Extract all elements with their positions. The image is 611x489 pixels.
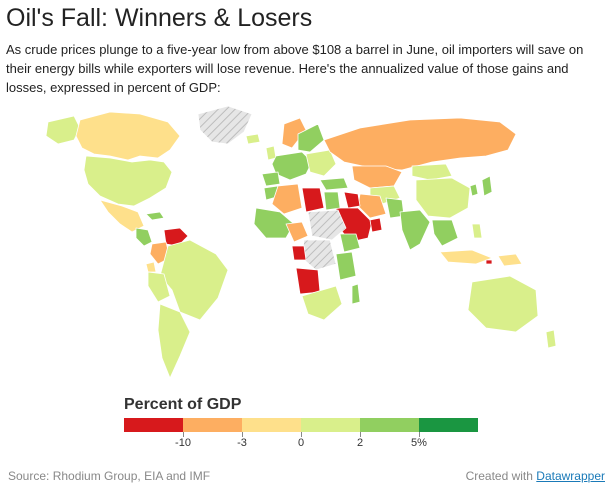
country-iceland[interactable]	[245, 133, 261, 145]
country-canada[interactable]	[75, 111, 181, 161]
country-indonesia[interactable]	[439, 249, 493, 265]
country-peru[interactable]	[147, 271, 171, 303]
world-map	[45, 105, 557, 379]
source-note: Source: Rhodium Group, EIA and IMF	[8, 469, 211, 483]
country-western-europe[interactable]	[271, 151, 313, 181]
country-angola[interactable]	[295, 267, 321, 295]
chart-description: As crude prices plunge to a five-year lo…	[6, 42, 584, 95]
country-philippines[interactable]	[471, 223, 483, 239]
country-iraq[interactable]	[343, 191, 361, 209]
country-west-africa[interactable]	[253, 207, 295, 239]
country-usa[interactable]	[83, 155, 173, 207]
legend-tick-mark	[360, 432, 361, 437]
legend-tick-label: 5%	[411, 437, 427, 449]
country-southern-africa[interactable]	[301, 285, 343, 321]
country-papua[interactable]	[497, 253, 523, 267]
country-egypt[interactable]	[323, 191, 341, 211]
country-turkey[interactable]	[319, 177, 349, 191]
country-ecuador[interactable]	[145, 261, 157, 273]
country-greenland[interactable]	[197, 105, 253, 145]
country-korea[interactable]	[469, 183, 479, 197]
country-alaska[interactable]	[45, 115, 81, 145]
legend-tick-label: 0	[297, 437, 305, 449]
country-mongolia[interactable]	[411, 163, 453, 181]
legend-bin-3	[301, 418, 360, 432]
country-eastern-europe[interactable]	[305, 149, 337, 177]
country-ethiopia[interactable]	[339, 233, 361, 253]
country-uk[interactable]	[265, 145, 277, 161]
country-japan[interactable]	[481, 175, 493, 197]
country-libya[interactable]	[301, 187, 325, 213]
country-nigeria[interactable]	[285, 221, 309, 243]
country-russia[interactable]	[323, 117, 517, 171]
country-china[interactable]	[415, 177, 471, 219]
country-cuba[interactable]	[145, 211, 165, 221]
country-india[interactable]	[399, 209, 431, 251]
legend-bin-1	[183, 418, 242, 432]
legend-tick-label: 2	[356, 437, 364, 449]
country-brunei[interactable]	[485, 259, 493, 265]
legend-title: Percent of GDP	[124, 396, 242, 413]
country-sweden-finland[interactable]	[297, 123, 325, 153]
country-southeast-asia[interactable]	[431, 219, 459, 247]
country-argentina-chile[interactable]	[157, 303, 191, 379]
legend-tick-label: -3	[237, 437, 247, 449]
legend-color-scale	[124, 418, 478, 432]
country-algeria[interactable]	[271, 183, 303, 215]
credit: Created with Datawrapper	[466, 469, 605, 483]
country-central-africa[interactable]	[301, 239, 337, 271]
legend-tick-label: -10	[175, 437, 191, 449]
legend-bin-0	[124, 418, 183, 432]
country-madagascar[interactable]	[351, 283, 361, 305]
country-east-africa[interactable]	[335, 251, 357, 281]
country-spain[interactable]	[261, 171, 281, 187]
legend-tick-mark	[242, 432, 243, 437]
datawrapper-link[interactable]: Datawrapper	[536, 469, 605, 483]
legend-bin-5	[419, 418, 478, 432]
legend-bin-2	[242, 418, 301, 432]
country-gulf-states[interactable]	[369, 217, 383, 233]
legend-bin-4	[360, 418, 419, 432]
legend-tick-mark	[301, 432, 302, 437]
country-central-america[interactable]	[135, 227, 153, 247]
country-new-zealand[interactable]	[545, 329, 557, 349]
country-kazakhstan[interactable]	[351, 165, 403, 189]
credit-text: Created with	[465, 469, 533, 483]
chart-title: Oil's Fall: Winners & Losers	[6, 4, 313, 32]
legend-tick-mark	[419, 432, 420, 437]
legend-tick-mark	[183, 432, 184, 437]
country-australia[interactable]	[467, 275, 539, 333]
country-chad-sudan[interactable]	[307, 209, 347, 241]
country-gabon-congo[interactable]	[291, 245, 307, 261]
